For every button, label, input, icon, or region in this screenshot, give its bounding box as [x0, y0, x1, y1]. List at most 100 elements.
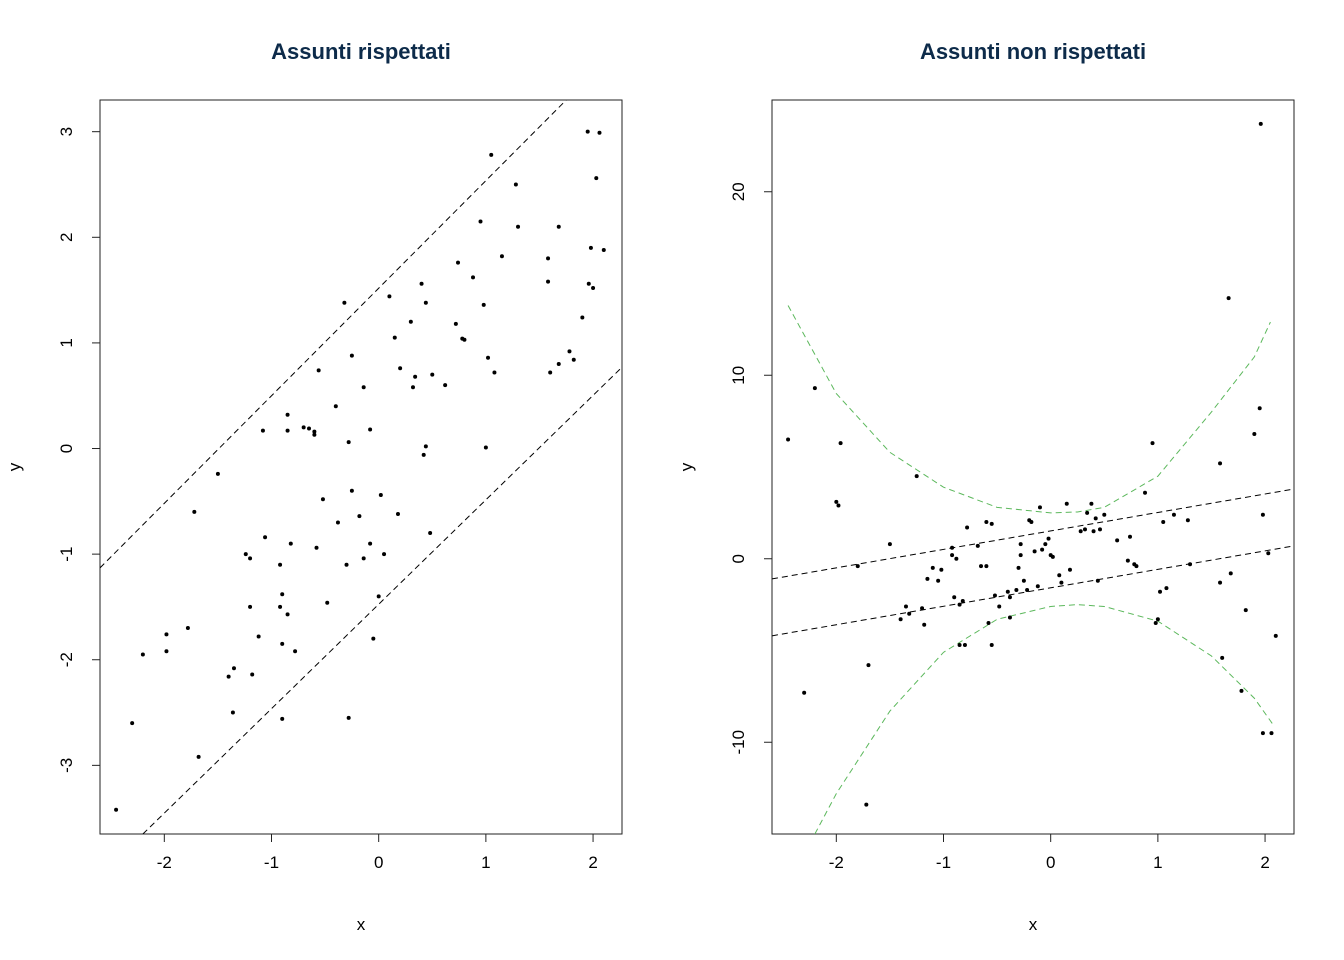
data-point — [368, 427, 373, 432]
data-point — [349, 488, 354, 493]
data-point — [1064, 501, 1069, 506]
data-point — [285, 428, 290, 433]
data-point — [1005, 589, 1010, 594]
data-point — [516, 224, 521, 229]
data-point — [1239, 688, 1244, 693]
dashed-line-1 — [100, 100, 567, 569]
data-point — [1018, 542, 1023, 547]
data-point — [130, 721, 135, 726]
data-point — [114, 807, 119, 812]
x-tick-label: -1 — [264, 853, 279, 872]
data-point — [378, 492, 383, 497]
data-point — [571, 357, 576, 362]
data-point — [320, 497, 325, 502]
data-point — [1025, 587, 1030, 592]
data-point — [954, 556, 959, 561]
data-point — [1188, 562, 1193, 567]
data-point — [1007, 595, 1012, 600]
data-point — [248, 604, 253, 609]
data-point — [376, 594, 381, 599]
data-point — [288, 541, 293, 546]
data-point — [1016, 565, 1021, 570]
right-scatter-points — [786, 121, 1278, 807]
data-point — [1257, 406, 1262, 411]
data-point — [1037, 505, 1042, 510]
data-point — [280, 592, 285, 597]
data-point — [1040, 547, 1045, 552]
x-tick-label: 2 — [588, 853, 597, 872]
data-point — [864, 802, 869, 807]
data-point — [382, 552, 387, 557]
data-point — [1218, 580, 1223, 585]
data-point — [387, 294, 392, 299]
data-point — [1218, 461, 1223, 466]
data-point — [1260, 512, 1265, 517]
data-point — [1266, 551, 1271, 556]
data-point — [925, 576, 930, 581]
data-point — [408, 319, 413, 324]
data-point — [556, 224, 561, 229]
data-point — [192, 509, 197, 514]
data-point — [301, 425, 306, 430]
data-point — [368, 541, 373, 546]
x-tick-label: -1 — [936, 853, 951, 872]
data-point — [887, 542, 892, 547]
data-point — [226, 674, 231, 679]
data-point — [486, 355, 491, 360]
data-point — [1171, 512, 1176, 517]
data-point — [546, 279, 551, 284]
right-x-axis-label: x — [1029, 915, 1038, 934]
data-point — [349, 353, 354, 358]
data-point — [997, 604, 1002, 609]
y-tick-label: 2 — [57, 233, 76, 242]
data-point — [556, 362, 561, 367]
data-point — [1161, 520, 1166, 525]
data-point — [215, 471, 220, 476]
left-x-axis: -2 -1 0 1 2 — [157, 834, 598, 872]
data-point — [1102, 512, 1107, 517]
data-point — [1125, 558, 1130, 563]
data-point — [344, 562, 349, 567]
data-point — [836, 503, 841, 508]
data-point — [1097, 527, 1102, 532]
data-point — [1046, 536, 1051, 541]
data-point — [1226, 296, 1231, 301]
data-point — [307, 426, 312, 431]
data-point — [483, 445, 488, 450]
data-point — [939, 567, 944, 572]
data-point — [1050, 554, 1055, 559]
data-point — [280, 716, 285, 721]
data-point — [230, 710, 235, 715]
right-y-axis-label: y — [677, 462, 696, 471]
data-point — [263, 535, 268, 540]
data-point — [492, 370, 497, 375]
y-tick-label: 3 — [57, 127, 76, 136]
data-point — [952, 595, 957, 600]
data-point — [1143, 490, 1148, 495]
data-point — [280, 641, 285, 646]
left-y-axis-label: y — [5, 462, 24, 471]
data-point — [398, 366, 403, 371]
data-point — [371, 636, 376, 641]
data-point — [989, 521, 994, 526]
data-point — [325, 600, 330, 605]
data-point — [855, 564, 860, 569]
data-point — [984, 520, 989, 525]
data-point — [1185, 518, 1190, 523]
data-point — [164, 649, 169, 654]
data-point — [231, 666, 236, 671]
data-point — [957, 642, 962, 647]
data-point — [489, 152, 494, 157]
data-point — [395, 511, 400, 516]
data-point — [812, 386, 817, 391]
data-point — [419, 281, 424, 286]
right-plot-frame — [771, 99, 1295, 835]
data-point — [357, 514, 362, 519]
data-point — [979, 564, 984, 569]
data-point — [346, 440, 351, 445]
data-point — [392, 335, 397, 340]
right-y-axis: -10 0 10 20 — [729, 182, 772, 755]
data-point — [333, 404, 338, 409]
